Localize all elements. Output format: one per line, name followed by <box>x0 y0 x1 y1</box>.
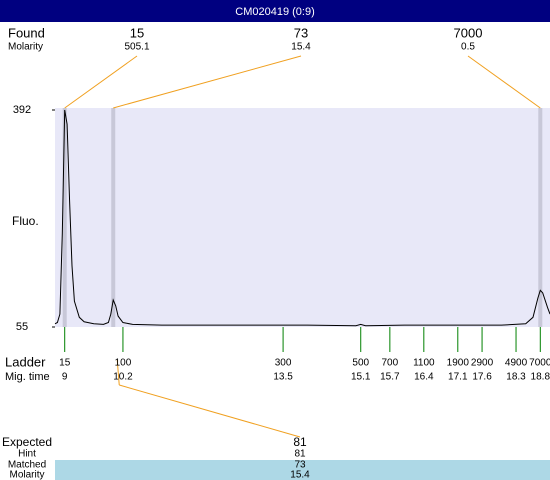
ladder-size: 7000 <box>529 358 550 369</box>
ladder-time: 16.4 <box>414 372 434 383</box>
ladder-label: Ladder <box>5 354 46 369</box>
molarity-label: Molarity <box>9 470 44 480</box>
y-tick-label: 392 <box>13 104 31 116</box>
peak-marker <box>111 108 116 327</box>
molarity-label: Molarity <box>8 42 43 53</box>
ladder-time: 17.6 <box>472 372 492 383</box>
matched-label: Matched <box>8 460 46 471</box>
ladder-time: 15.7 <box>380 372 400 383</box>
plot-area <box>55 108 550 327</box>
hint-value: 81 <box>294 449 306 460</box>
ladder-size: 300 <box>275 358 292 369</box>
title: CM020419 (0:9) <box>235 6 315 18</box>
ladder-size: 1900 <box>447 358 470 369</box>
expected-label: Expected <box>2 435 52 449</box>
ladder-size: 4900 <box>505 358 528 369</box>
found-size: 15 <box>130 25 144 40</box>
found-molarity: 505.1 <box>124 42 149 53</box>
ladder-time: 10.2 <box>113 372 133 383</box>
mig-time-label: Mig. time <box>5 371 50 383</box>
expected-size: 81 <box>293 435 307 449</box>
ladder-time: 18.8 <box>531 372 550 383</box>
peak-marker <box>538 108 543 327</box>
ladder-time: 17.1 <box>448 372 468 383</box>
y-tick-label: 55 <box>16 321 28 333</box>
found-size: 73 <box>294 25 308 40</box>
ladder-time: 13.5 <box>273 372 293 383</box>
title-bar <box>0 0 550 22</box>
matched-row <box>55 460 550 480</box>
matched-value: 73 <box>294 460 306 471</box>
found-size: 7000 <box>454 25 483 40</box>
expected-connector <box>119 384 301 438</box>
found-connector <box>467 55 541 109</box>
y-axis-label: Fluo. <box>12 214 39 228</box>
peak-marker <box>62 108 67 327</box>
trace <box>54 109 550 327</box>
ladder-size: 15 <box>59 358 71 369</box>
ladder-size: 2900 <box>471 358 494 369</box>
found-molarity: 15.4 <box>291 42 311 53</box>
ladder-size: 700 <box>382 358 399 369</box>
found-label: Found <box>8 25 45 40</box>
found-connector <box>64 55 138 109</box>
ladder-time: 15.1 <box>351 372 371 383</box>
molarity-value: 15.4 <box>290 470 310 480</box>
ladder-size: 100 <box>115 358 132 369</box>
ladder-size: 1100 <box>413 358 435 369</box>
found-molarity: 0.5 <box>461 42 475 53</box>
hint-label: Hint <box>18 449 36 460</box>
found-connector <box>113 55 302 109</box>
ladder-size: 500 <box>352 358 369 369</box>
ladder-time: 18.3 <box>506 372 526 383</box>
expected-connector <box>116 359 120 386</box>
ladder-time: 9 <box>62 372 68 383</box>
